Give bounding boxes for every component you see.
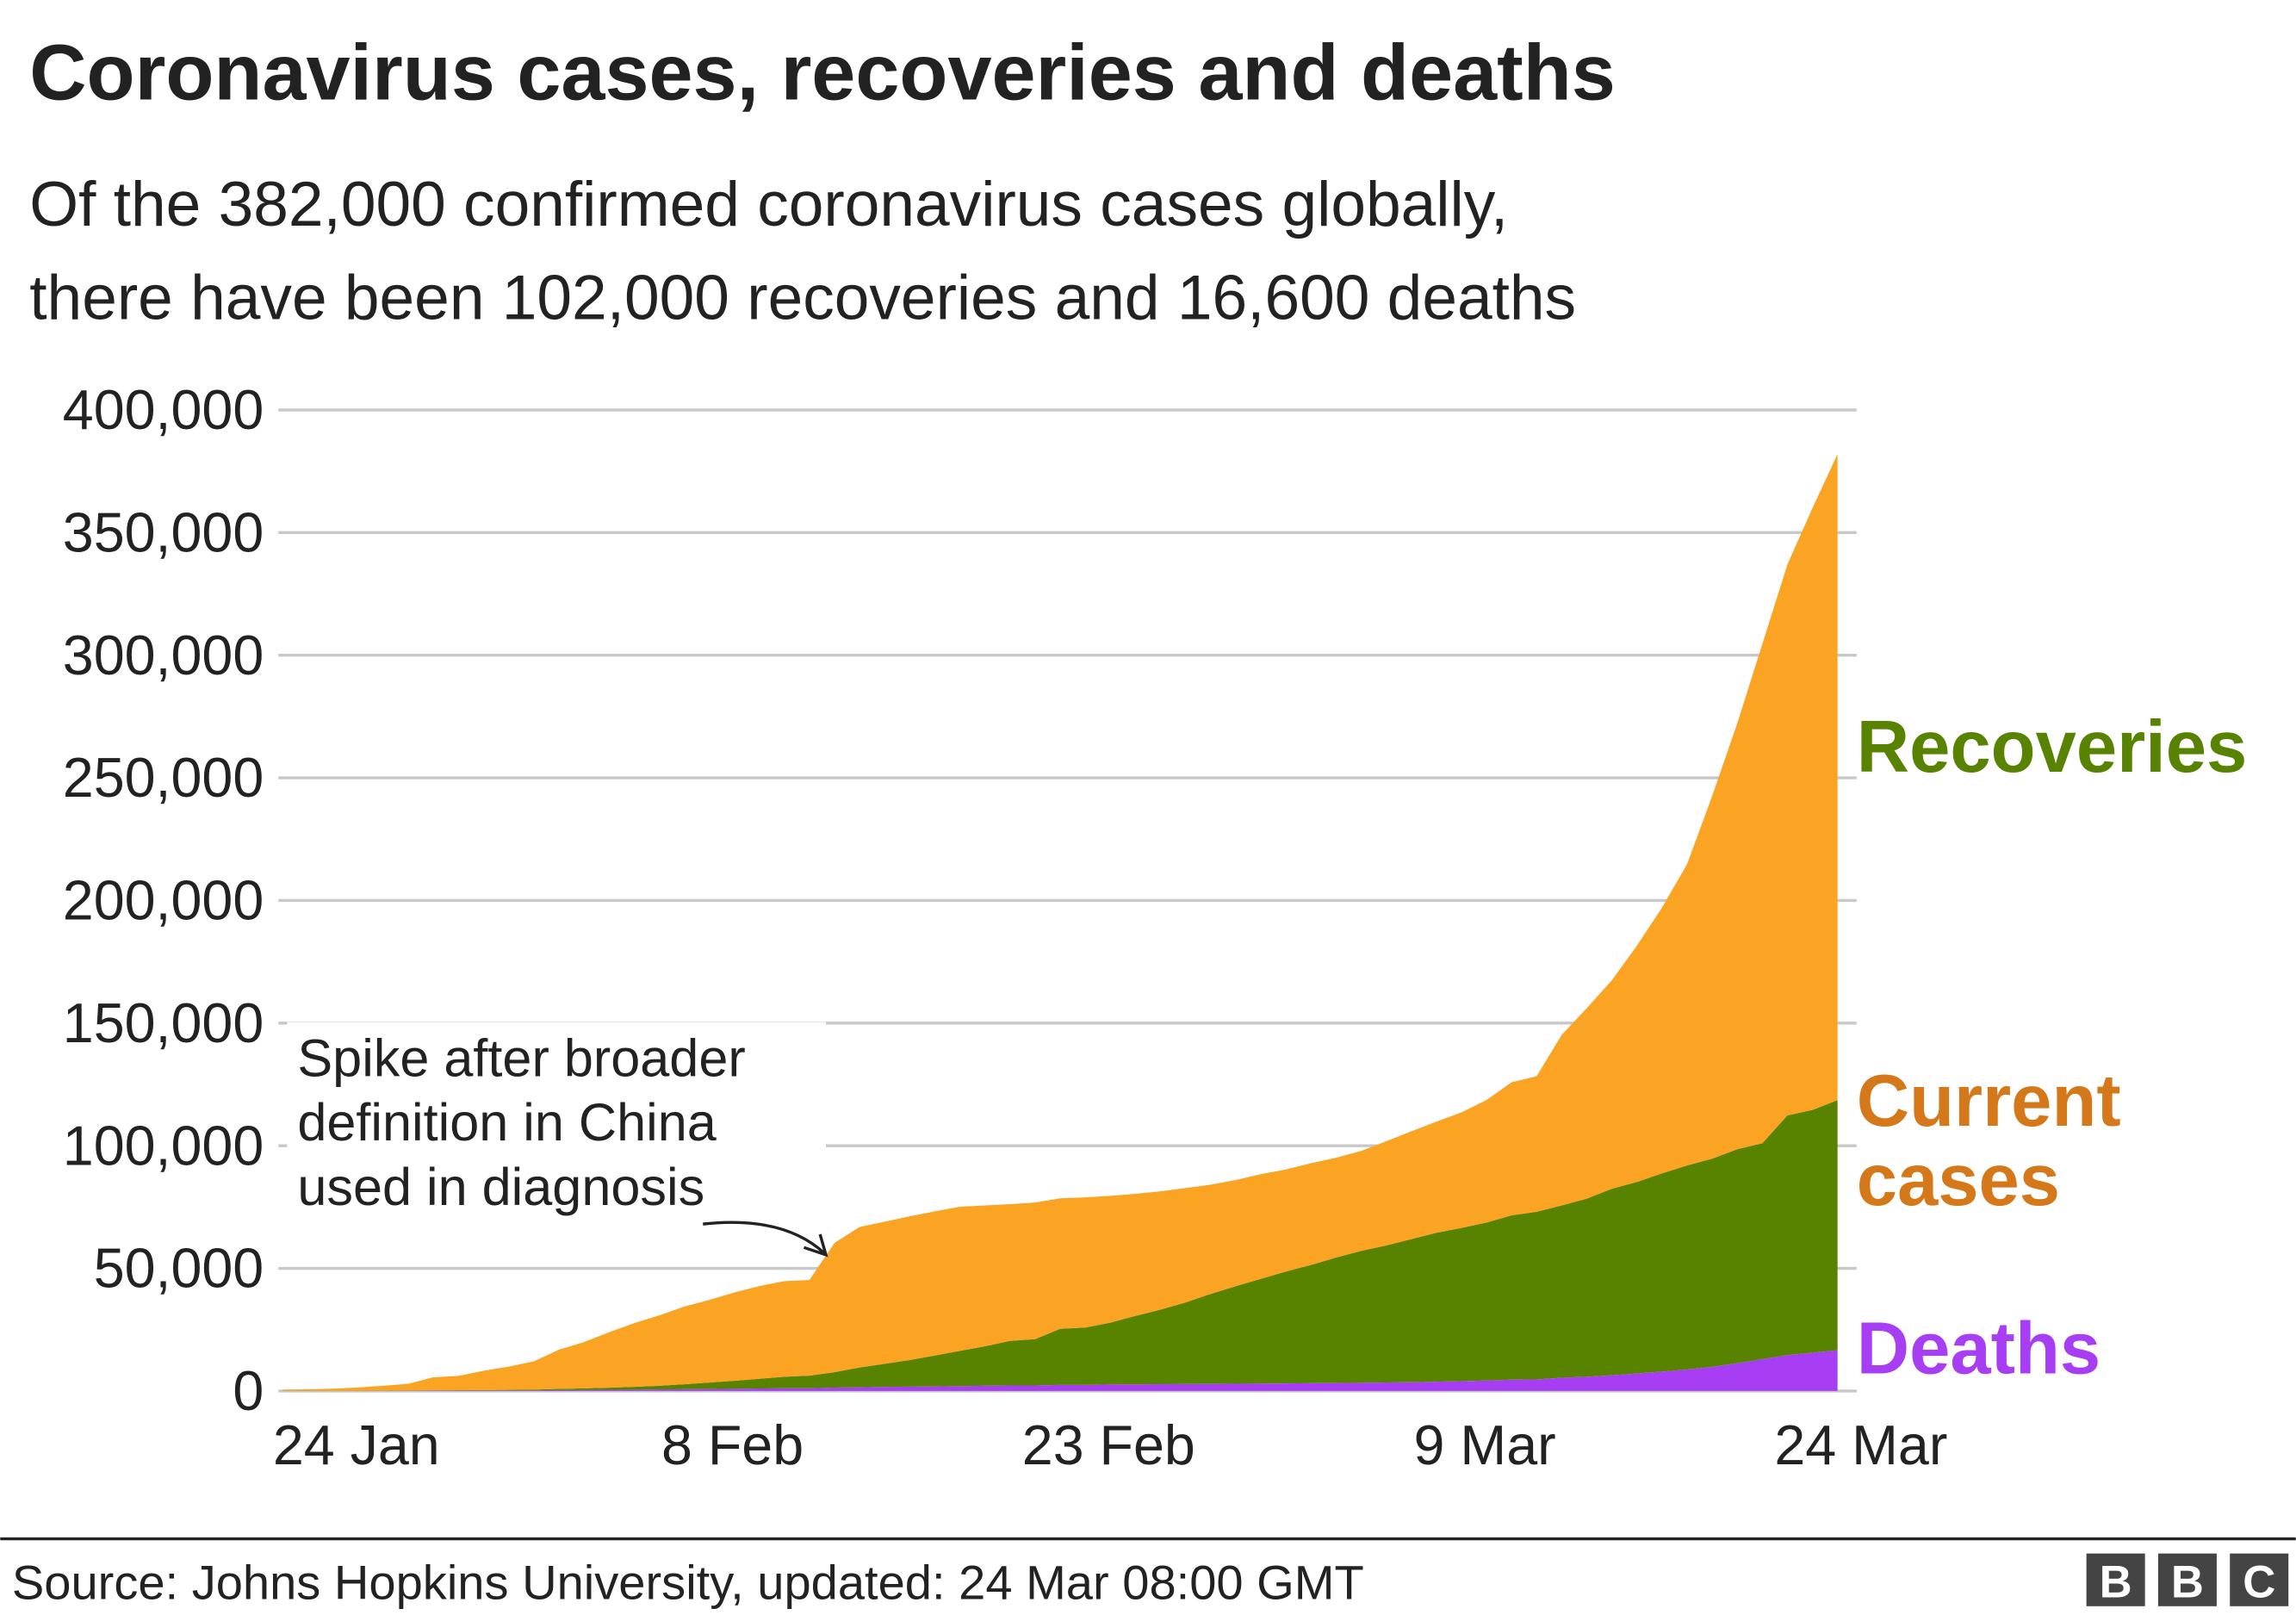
legend-label-line: cases [1857, 1140, 2060, 1221]
logo-letter: B [2171, 1557, 2204, 1608]
chart-subtitle: there have been 102,000 recoveries and 1… [29, 264, 1576, 333]
x-tick-label: 24 Mar [1774, 1414, 1947, 1476]
legend-label-line: Current [1857, 1060, 2121, 1142]
source: Source: Johns Hopkins University, update… [12, 1555, 1364, 1609]
labels: 0 50,000 100,000 150,000 200,000 250,000 300,0… [63, 379, 2248, 1476]
annotation-bg [287, 1022, 827, 1227]
logo-letter: B [2100, 1557, 2132, 1608]
y-tick-label: 300,000 [63, 624, 264, 686]
x-tick-label: 24 Jan [273, 1414, 440, 1476]
logo: B B C [2086, 1553, 2289, 1608]
logo-letter: C [2243, 1557, 2275, 1608]
area [282, 1100, 1838, 1391]
annotation: Spike after broader [297, 1028, 745, 1087]
y-tick-label: 400,000 [63, 379, 264, 441]
y-tick-label: 100,000 [63, 1115, 264, 1177]
logo-box [2230, 1553, 2289, 1606]
legend-label: Recoveries [1857, 706, 2248, 788]
chart-title: Coronavirus cases, recoveries and deaths [29, 29, 1616, 117]
y-tick-label: 350,000 [63, 501, 264, 563]
area [282, 1350, 1838, 1391]
y-tick-label: 50,000 [94, 1238, 264, 1300]
x-tick-label: 9 Mar [1414, 1414, 1556, 1476]
area [282, 454, 1838, 1391]
plot-area [282, 454, 1838, 1391]
legend-label: Deaths [1857, 1308, 2101, 1390]
y-tick-label: 200,000 [63, 870, 264, 932]
x-tick-label: 8 Feb [661, 1414, 804, 1476]
y-tick-label: 150,000 [63, 992, 264, 1054]
logo-box [2086, 1553, 2145, 1606]
annotation-arrow [703, 1221, 828, 1258]
y-tick-label: 250,000 [63, 747, 264, 809]
logo-box [2157, 1553, 2217, 1606]
annotation: used in diagnosis [297, 1158, 704, 1216]
y-tick-label: 0 [233, 1360, 264, 1422]
x-tick-label: 23 Feb [1022, 1414, 1195, 1476]
chart-subtitle: Of the 382,000 confirmed coronavirus cas… [29, 170, 1508, 239]
annotation: definition in China [297, 1093, 717, 1152]
legend-label: Current cases [1857, 1060, 2121, 1221]
